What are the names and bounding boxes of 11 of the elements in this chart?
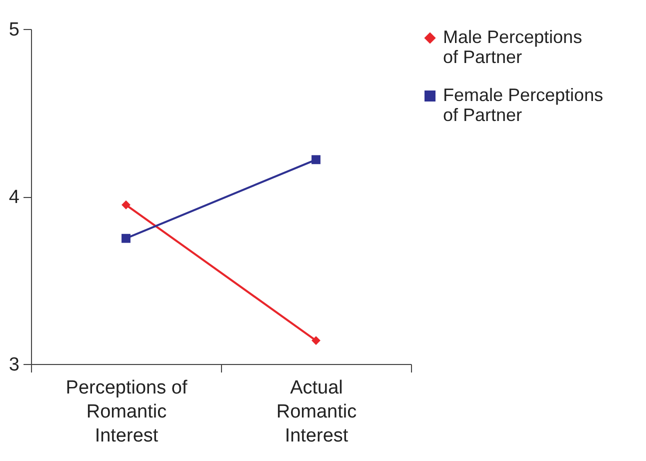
x-tick-label: Actual Romantic Interest — [276, 378, 357, 446]
legend-label: Male Perceptions of Partner — [443, 27, 582, 67]
point — [312, 155, 320, 164]
y-tick-label: 3 — [8, 354, 20, 376]
y-tick-label: 4 — [8, 187, 20, 208]
y-tick-label: 5 — [8, 20, 20, 40]
point — [122, 234, 130, 243]
legend-label: Female Perceptions of Partner — [443, 85, 604, 125]
x-tick-label: Perceptions of Romantic Interest — [66, 378, 188, 446]
point — [122, 200, 130, 210]
point — [312, 336, 320, 346]
